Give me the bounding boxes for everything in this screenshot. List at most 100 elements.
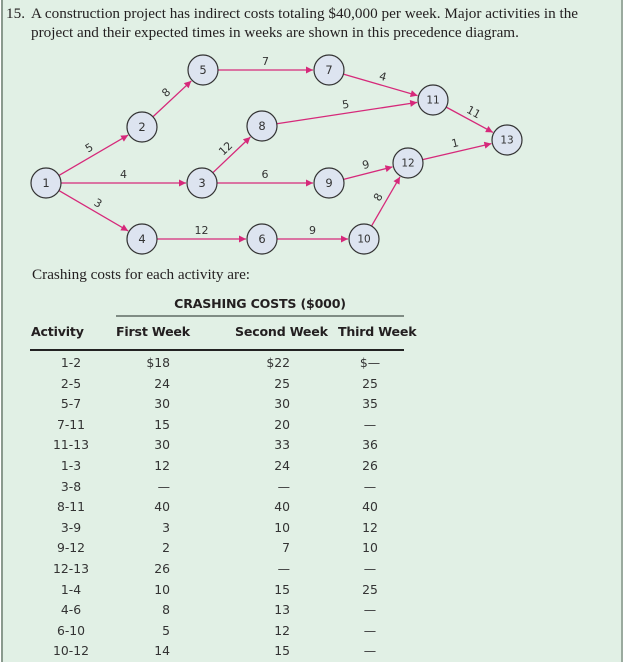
crashing-intro: Crashing costs for each activity are: (32, 266, 251, 283)
node-circle (491, 124, 523, 156)
activity-cell: 3-9 (60, 519, 82, 535)
table-row: 2-5 24 25 25 (0, 376, 627, 396)
third-week-cell: 26 (362, 458, 378, 473)
edge-10-12 (370, 176, 401, 227)
edge-12-13 (422, 141, 492, 161)
table-row: 6-10 5 12 — (0, 623, 627, 643)
node-circle (246, 110, 278, 142)
activity-cell: 1-3 (60, 458, 82, 473)
activity-cell: 6-10 (56, 622, 86, 638)
table-group-header: CRASHING COSTS ($000) (174, 296, 346, 311)
third-week-cell: 12 (362, 519, 378, 535)
node-9: 9 (313, 167, 345, 199)
first-week-cell: 14 (154, 643, 170, 659)
group-header-rule (116, 315, 404, 317)
table-row: 1-3 12 24 26 (0, 458, 627, 478)
second-week-cell: $22 (266, 355, 290, 370)
node-label: 7 (325, 63, 332, 77)
third-week-cell: — (363, 561, 377, 576)
edge-duration-label: 5 (341, 98, 350, 112)
activity-cell: 8-11 (56, 499, 86, 515)
edge-duration-label: 7 (262, 55, 269, 68)
column-header-second-week: Second Week (235, 324, 328, 339)
edge-duration-label: 8 (159, 85, 173, 99)
edge-duration-label: 4 (378, 69, 388, 83)
first-week-cell: 26 (154, 561, 170, 576)
third-week-cell: — (363, 478, 377, 494)
first-week-cell: 15 (154, 416, 170, 432)
column-header-activity: Activity (31, 324, 84, 339)
edge-duration-label: 8 (371, 191, 386, 204)
table-row: 8-11 40 40 40 (0, 499, 627, 519)
edge-2-5 (152, 80, 192, 118)
edge-duration-label: 3 (92, 196, 105, 211)
second-week-cell: 15 (274, 643, 290, 659)
node-circle (417, 84, 449, 116)
first-week-cell: 10 (154, 581, 170, 597)
node-label: 10 (357, 234, 370, 246)
edge-duration-label: 11 (464, 103, 482, 121)
node-circle (126, 223, 158, 255)
activity-cell: 7-11 (56, 416, 86, 432)
edge-7-11 (343, 73, 418, 97)
problem-statement: 15. A construction project has indirect … (6, 4, 616, 42)
node-6: 6 (246, 223, 278, 255)
activity-cell: 12-13 (52, 561, 89, 576)
edge-duration-label: 9 (361, 158, 371, 172)
column-header-rule (30, 349, 404, 351)
edge-3-8 (212, 136, 251, 174)
second-week-cell: 10 (274, 519, 290, 535)
first-week-cell: 5 (162, 622, 170, 638)
node-4: 4 (126, 223, 158, 255)
third-week-cell: 25 (362, 581, 378, 597)
third-week-cell: $— (359, 355, 381, 370)
activity-cell: 11-13 (52, 437, 89, 453)
edge-1-2 (58, 134, 129, 177)
table-row: 10-12 14 15 — (0, 643, 627, 663)
first-week-cell: 30 (154, 396, 170, 412)
problem-number: 15. (6, 5, 25, 22)
node-7: 7 (313, 54, 345, 86)
table-row: 9-12 2 7 10 (0, 540, 627, 560)
second-week-cell: — (277, 561, 290, 576)
column-header-third-week: Third Week (338, 324, 417, 339)
second-week-cell: — (277, 478, 290, 494)
table-row: 12-13 26 — — (0, 561, 627, 581)
table-row: 1-2 $18 $22 $— (0, 355, 627, 375)
third-week-cell: — (363, 643, 377, 659)
third-week-cell: 36 (362, 437, 378, 453)
node-circle (392, 147, 424, 179)
second-week-cell: 25 (274, 375, 290, 391)
node-1: 1 (30, 167, 62, 199)
edge-8-11 (276, 99, 418, 125)
edge-duration-label: 4 (120, 168, 127, 181)
node-circle (313, 54, 345, 86)
first-week-cell: $18 (146, 355, 170, 370)
node-label: 1 (42, 176, 49, 190)
second-week-cell: 13 (274, 602, 290, 618)
first-week-cell: 3 (162, 519, 170, 535)
table-row: 11-13 30 33 36 (0, 437, 627, 457)
node-5: 5 (187, 54, 219, 86)
node-circle (30, 167, 62, 199)
node-label: 11 (426, 95, 439, 107)
second-week-cell: 12 (274, 622, 290, 638)
edge-duration-label: 12 (216, 139, 235, 158)
table-row: 3-8 — — — (0, 479, 627, 499)
second-week-cell: 33 (274, 437, 290, 453)
node-label: 2 (138, 120, 145, 134)
third-week-cell: — (363, 416, 377, 432)
node-label: 8 (258, 119, 265, 133)
first-week-cell: 30 (154, 437, 170, 453)
node-label: 5 (199, 63, 206, 77)
node-circle (186, 167, 218, 199)
first-week-cell: 12 (154, 458, 170, 473)
table-row: 5-7 30 30 35 (0, 396, 627, 416)
activity-cell: 1-2 (60, 355, 82, 370)
edge-1-4 (58, 189, 129, 232)
node-circle (313, 167, 345, 199)
node-label: 9 (325, 176, 332, 190)
node-label: 6 (258, 232, 265, 246)
